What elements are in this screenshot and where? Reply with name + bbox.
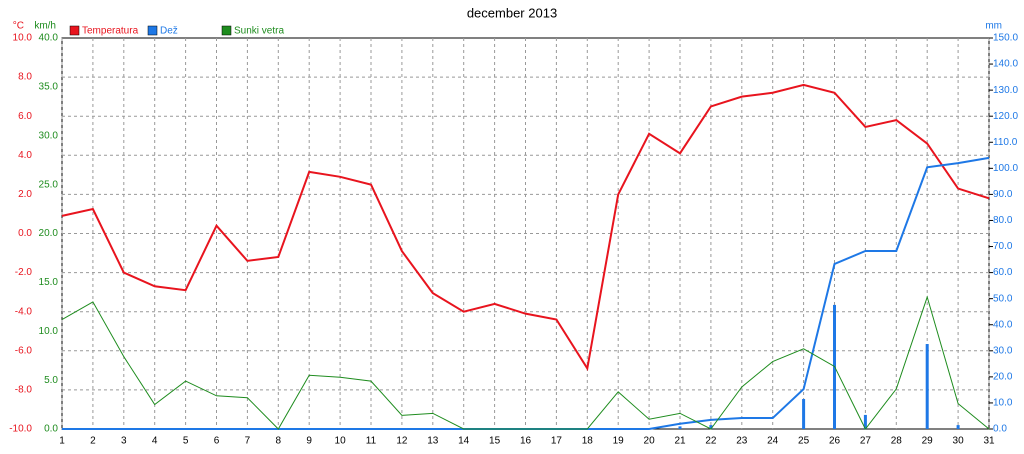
x-tick-label: 9: [306, 436, 312, 447]
y-tick-label: 20.0: [993, 372, 1013, 383]
x-tick-label: 15: [489, 436, 501, 447]
x-tick-label: 25: [798, 436, 810, 447]
y-tick-label: 10.0: [39, 326, 59, 337]
x-tick-label: 1: [59, 436, 65, 447]
y-tick-label: 80.0: [993, 215, 1013, 226]
y-tick-label: 20.0: [39, 228, 59, 239]
legend-swatch: [69, 25, 80, 36]
legend-label: Dež: [160, 26, 178, 37]
y-tick-label: 140.0: [993, 59, 1018, 70]
y-tick-label: 8.0: [18, 72, 32, 83]
y-tick-label: 10.0: [993, 398, 1013, 409]
y3-unit: km/h: [34, 21, 56, 32]
y-tick-label: 40.0: [39, 33, 59, 44]
y-tick-label: 120.0: [993, 111, 1018, 122]
x-tick-label: 31: [983, 436, 995, 447]
x-tick-label: 30: [953, 436, 965, 447]
x-tick-label: 12: [396, 436, 408, 447]
y-tick-label: 110.0: [993, 137, 1018, 148]
x-tick-label: 11: [366, 436, 377, 447]
x-tick-label: 26: [829, 436, 841, 447]
y-tick-label: 0.0: [18, 228, 32, 239]
x-tick-label: 6: [214, 436, 220, 447]
y-tick-label: 60.0: [993, 267, 1013, 278]
x-tick-label: 22: [705, 436, 717, 447]
x-tick-label: 10: [335, 436, 347, 447]
x-tick-label: 16: [520, 436, 532, 447]
y-tick-label: 5.0: [44, 375, 58, 386]
x-tick-label: 7: [245, 436, 251, 447]
x-tick-label: 8: [276, 436, 282, 447]
y-tick-label: 6.0: [18, 111, 32, 122]
y-tick-label: 35.0: [39, 82, 59, 93]
y-tick-label: 15.0: [39, 277, 59, 288]
x-tick-label: 28: [891, 436, 903, 447]
y-tick-label: -4.0: [15, 306, 33, 317]
y-tick-label: 70.0: [993, 241, 1013, 252]
x-tick-label: 5: [183, 436, 189, 447]
y-tick-label: 50.0: [993, 293, 1013, 304]
rain-bar: [925, 344, 929, 429]
x-tick-label: 14: [458, 436, 470, 447]
legend-swatch: [221, 25, 232, 36]
x-tick-label: 23: [736, 436, 748, 447]
y-tick-label: 130.0: [993, 85, 1018, 96]
rain-bar: [802, 399, 806, 429]
x-tick-label: 21: [674, 436, 686, 447]
y-tick-label: 40.0: [993, 319, 1013, 330]
y-tick-label: 2.0: [18, 189, 32, 200]
x-tick-label: 2: [90, 436, 96, 447]
x-tick-label: 17: [551, 436, 563, 447]
x-tick-label: 24: [767, 436, 779, 447]
rain-bar: [863, 414, 867, 429]
y-tick-label: -8.0: [15, 385, 33, 396]
x-tick-label: 3: [121, 436, 127, 447]
y-tick-label: 25.0: [39, 179, 59, 190]
y-tick-label: 90.0: [993, 189, 1013, 200]
rain-bar: [956, 425, 960, 429]
x-tick-label: 13: [427, 436, 439, 447]
y-tick-label: -6.0: [15, 345, 33, 356]
y-tick-label: 0.0: [44, 424, 58, 435]
x-tick-label: 29: [922, 436, 934, 447]
legend-label: Sunki vetra: [234, 26, 284, 37]
y-tick-label: 100.0: [993, 163, 1018, 174]
y-unit: °C: [13, 21, 24, 32]
x-tick-label: 20: [644, 436, 656, 447]
y-tick-label: 150.0: [993, 33, 1018, 44]
x-tick-label: 18: [582, 436, 594, 447]
series-line: [61, 83, 990, 372]
rain-bar: [709, 425, 713, 429]
chart-title: december 2013: [467, 5, 557, 20]
legend-label: Temperatura: [82, 26, 139, 37]
y-tick-label: -10.0: [9, 424, 32, 435]
y-tick-label: 4.0: [18, 150, 32, 161]
x-tick-label: 19: [613, 436, 625, 447]
y-tick-label: 30.0: [39, 130, 59, 141]
x-tick-label: 4: [152, 436, 158, 447]
y-tick-label: 30.0: [993, 345, 1013, 356]
y-tick-label: -2.0: [15, 267, 33, 278]
rain-bar: [678, 426, 682, 429]
x-tick-label: 27: [860, 436, 872, 447]
y2-unit: mm: [985, 21, 1002, 32]
series-line: [61, 295, 990, 430]
legend-swatch: [147, 25, 158, 36]
y-tick-label: 10.0: [13, 33, 33, 44]
y-tick-label: 0.0: [993, 424, 1007, 435]
